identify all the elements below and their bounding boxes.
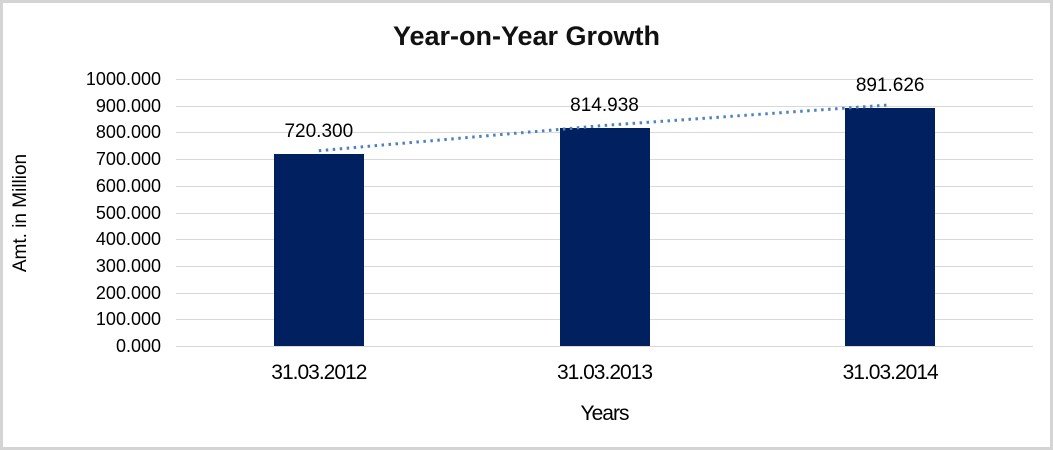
bar-value-label: 814.938 (570, 95, 639, 117)
y-tick-label: 300.000 (95, 255, 161, 276)
y-tick-label: 900.000 (95, 95, 161, 116)
x-tick-label: 31.03.2013 (556, 361, 653, 384)
bar-value-label: 720.300 (284, 120, 354, 142)
trendline (318, 103, 891, 153)
plot-area: 720.300 814.938 891.626 (176, 75, 1033, 347)
chart-title: Year-on-Year Growth (392, 21, 661, 51)
y-tick-label: 100.000 (95, 309, 161, 330)
bar-31.03.2013 (559, 128, 650, 346)
bar-value-label: 891.626 (855, 74, 925, 96)
y-tick-label: 700.000 (95, 149, 161, 170)
x-tick-label: 31.03.2012 (271, 361, 367, 384)
bar-31.03.2014 (845, 107, 936, 346)
x-tick-label: 31.03.2014 (842, 361, 939, 384)
y-tick-label: 400.000 (95, 229, 161, 250)
bar-31.03.2012 (273, 153, 364, 346)
y-tick-label: 1000.000 (85, 69, 161, 89)
x-axis-title: Years (580, 402, 630, 425)
gridline (176, 79, 1033, 80)
y-tick-label: 600.000 (95, 175, 161, 196)
gridline (176, 105, 1033, 107)
y-tick-label: 500.000 (95, 202, 161, 223)
y-tick-label: 200.000 (95, 282, 161, 303)
gridline (176, 346, 1033, 347)
y-tick-label: 0.000 (115, 336, 161, 356)
y-tick-label: 800.000 (95, 122, 161, 143)
